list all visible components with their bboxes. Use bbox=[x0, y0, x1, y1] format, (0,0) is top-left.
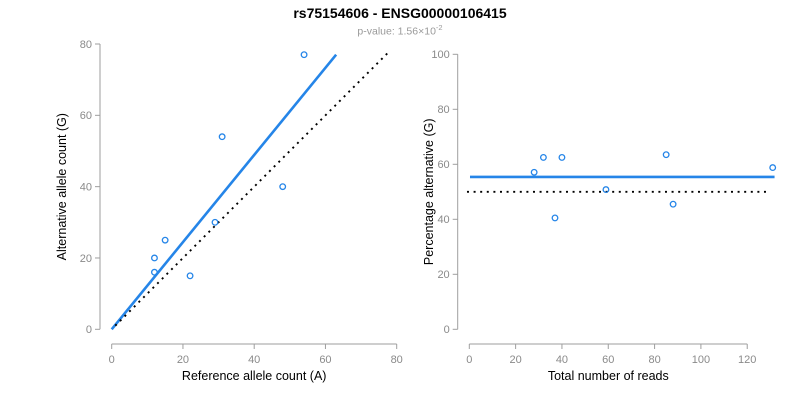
data-point bbox=[530, 168, 538, 176]
data-point bbox=[279, 183, 287, 191]
identity-line bbox=[114, 52, 389, 327]
data-point bbox=[150, 254, 158, 262]
y-tick-label: 20 bbox=[437, 269, 449, 281]
data-point bbox=[602, 186, 610, 194]
x-tick-label: 60 bbox=[319, 354, 331, 366]
data-point bbox=[300, 51, 308, 59]
x-tick-label: 120 bbox=[738, 354, 756, 366]
y-tick-label: 0 bbox=[444, 324, 450, 336]
y-tick-label: 20 bbox=[80, 253, 92, 265]
data-point bbox=[558, 153, 566, 161]
y-tick-label: 60 bbox=[80, 110, 92, 122]
data-point bbox=[211, 218, 219, 226]
x-tick-label: 40 bbox=[556, 354, 568, 366]
data-point bbox=[669, 200, 677, 208]
y-tick-label: 80 bbox=[80, 39, 92, 51]
x-tick-label: 0 bbox=[109, 354, 115, 366]
data-point bbox=[150, 268, 158, 276]
y-axis-title: Percentage alternative (G) bbox=[422, 118, 436, 265]
page-title: rs75154606 - ENSG00000106415 bbox=[293, 5, 507, 21]
x-tick-label: 40 bbox=[248, 354, 260, 366]
x-tick-label: 0 bbox=[466, 354, 472, 366]
x-axis-title: Total number of reads bbox=[548, 369, 669, 383]
data-point bbox=[662, 151, 670, 159]
y-tick-label: 100 bbox=[431, 49, 449, 61]
p-value-text: p-value: 1.56×10 bbox=[357, 25, 436, 38]
y-tick-label: 80 bbox=[437, 104, 449, 116]
x-axis-title: Reference allele count (A) bbox=[182, 369, 327, 383]
y-tick-label: 0 bbox=[86, 324, 92, 336]
p-value-exponent: -2 bbox=[435, 23, 443, 32]
regression-line bbox=[110, 53, 338, 331]
x-tick-label: 20 bbox=[177, 354, 189, 366]
x-tick-label: 80 bbox=[391, 354, 403, 366]
y-axis-title: Alternative allele count (G) bbox=[55, 113, 69, 260]
percentage-vs-reads-scatter: 0 20 40 60 80 100 0 20 40 60 80 100 120 Total number … bbox=[422, 49, 777, 383]
x-tick-label: 60 bbox=[602, 354, 614, 366]
y-tick-label: 40 bbox=[437, 214, 449, 226]
x-tick-label: 20 bbox=[509, 354, 521, 366]
x-tick-label: 100 bbox=[692, 354, 710, 366]
data-point bbox=[551, 214, 559, 222]
data-point bbox=[161, 236, 169, 244]
x-tick-label: 80 bbox=[648, 354, 660, 366]
allele-counts-scatter: 0 20 40 60 80 0 20 40 60 80 Reference allele count… bbox=[55, 39, 403, 383]
data-point bbox=[186, 272, 194, 280]
y-tick-label: 60 bbox=[437, 159, 449, 171]
data-point bbox=[539, 153, 547, 161]
data-point bbox=[218, 133, 226, 141]
y-tick-label: 40 bbox=[80, 181, 92, 193]
p-value-subtitle: p-value: 1.56×10-2 bbox=[0, 23, 800, 38]
data-point bbox=[769, 164, 777, 172]
